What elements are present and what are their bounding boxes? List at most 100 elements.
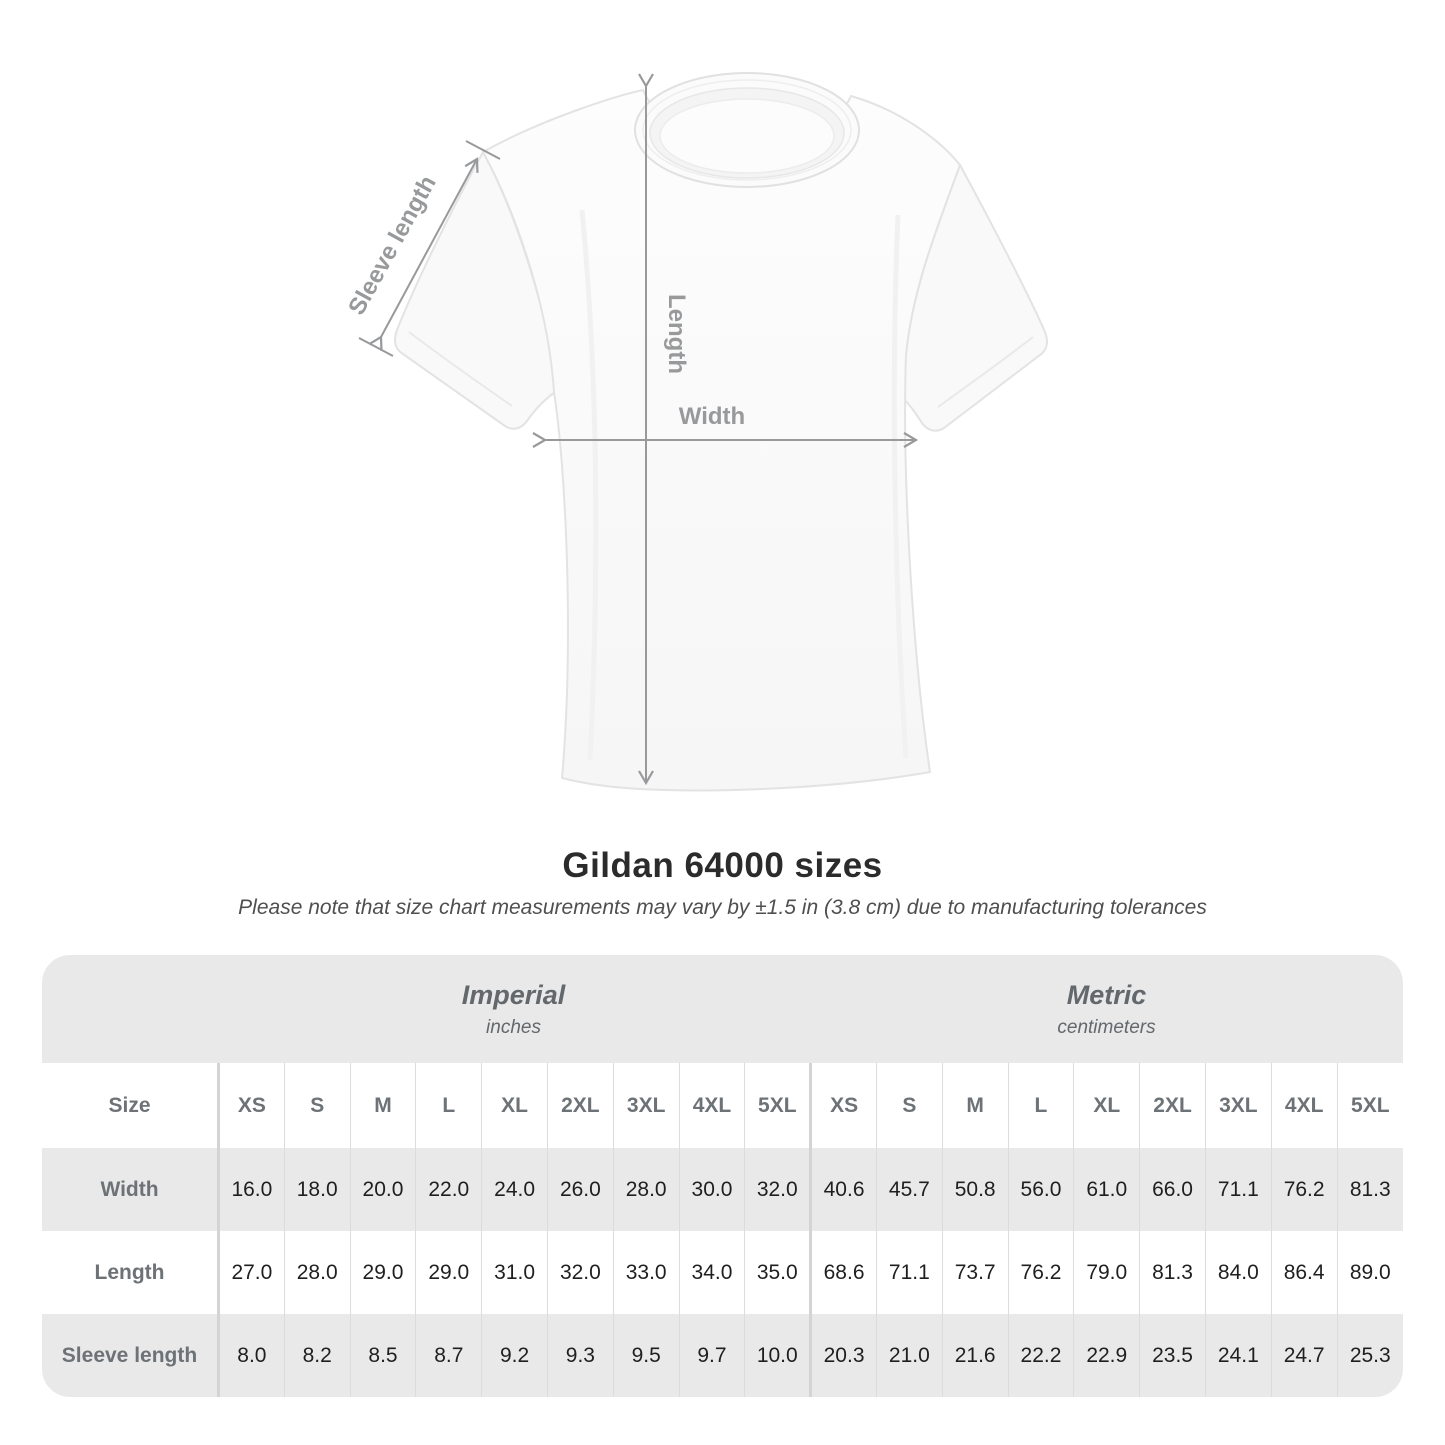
measurement-value: 26.0 [546,1148,614,1231]
body-fold-right [891,214,909,759]
measurement-value: 84.0 [1204,1231,1272,1314]
measurement-value: 40.6 [809,1148,877,1231]
measurement-value: 9.2 [481,1314,548,1397]
tshirt-measurement-diagram: Sleeve length Length Width [343,72,1049,792]
body-fold-left [579,209,599,761]
measurement-value: 56.0 [1007,1148,1074,1231]
measurement-value: 20.0 [349,1148,416,1231]
measurement-value: 71.1 [875,1231,943,1314]
measurement-value: 28.0 [612,1148,680,1231]
measurement-value: 68.6 [809,1231,877,1314]
row-label: Length [94,1260,165,1284]
tolerance-note: Please note that size chart measurements… [238,896,1207,919]
tshirt-collar [634,72,860,188]
units-band-spacer [42,955,217,1063]
measurement-value: 9.7 [678,1314,745,1397]
size-header-row: Size XS S M L XL 2XL 3XL 4XL 5XL XS S M L XL 2XL 3XL 4XL… [42,1063,1403,1148]
size-col-imperial-s: S [283,1063,351,1148]
measurement-value: 29.0 [415,1231,482,1314]
measurement-value: 24.7 [1270,1314,1338,1397]
measurement-value: 21.0 [875,1314,943,1397]
measurement-value: 32.0 [744,1148,811,1231]
size-col-imperial-4xl: 4XL [678,1063,745,1148]
measurement-row-width: Width 16.0 18.0 20.0 22.0 24.0 26.0 28.0 30.0 32.… [42,1148,1403,1231]
size-col-imperial-l: L [415,1063,482,1148]
row-label: Sleeve length [61,1343,198,1367]
measurement-value: 27.0 [217,1231,285,1314]
units-header-band: Imperial inches Metric centimeters [42,955,1403,1063]
page-title: Gildan 64000 sizes [562,846,883,885]
measurement-value: 16.0 [217,1148,285,1231]
size-col-imperial-3xl: 3XL [612,1063,680,1148]
size-col-metric-s: S [875,1063,943,1148]
measurement-value: 8.2 [283,1314,351,1397]
measurement-value: 22.9 [1073,1314,1140,1397]
measurement-value: 89.0 [1336,1231,1403,1314]
size-col-metric-2xl: 2XL [1139,1063,1206,1148]
measurement-value: 18.0 [283,1148,351,1231]
size-col-imperial-2xl: 2XL [546,1063,614,1148]
measurement-value: 35.0 [744,1231,811,1314]
size-col-metric-m: M [941,1063,1009,1148]
sleeve-length-tick-bottom [358,337,394,357]
measurement-value: 10.0 [744,1314,811,1397]
size-col-metric-4xl: 4XL [1270,1063,1338,1148]
imperial-label: Imperial [461,979,566,1010]
measurement-value: 24.1 [1204,1314,1272,1397]
metric-label: Metric [1066,979,1147,1010]
measurement-value: 34.0 [678,1231,745,1314]
sleeve-length-tick-top [465,140,501,160]
measurements-table: Size XS S M L XL 2XL 3XL 4XL 5XL XS S M L XL 2XL 3XL 4XL… [42,1063,1403,1397]
measurement-annotations [358,73,919,786]
measurement-value: 9.5 [612,1314,680,1397]
measurement-value: 81.3 [1139,1231,1206,1314]
length-label: Length [663,294,690,374]
measurement-value: 31.0 [481,1231,548,1314]
metric-unit-label: centimeters [1057,1016,1156,1038]
measurement-value: 61.0 [1073,1148,1140,1231]
measurement-value: 50.8 [941,1148,1009,1231]
measurement-value: 86.4 [1270,1231,1338,1314]
measurement-value: 30.0 [678,1148,745,1231]
metric-header-group: Metric centimeters [810,955,1403,1063]
tshirt-photo [394,72,1049,792]
row-label: Width [100,1177,159,1201]
measurement-value: 22.0 [415,1148,482,1231]
imperial-unit-label: inches [486,1016,541,1038]
right-cuff-seam [937,336,1034,408]
size-col-imperial-m: M [349,1063,416,1148]
measurement-value: 76.2 [1007,1231,1074,1314]
measurement-row-length: Length 27.0 28.0 29.0 29.0 31.0 32.0 33.0 34.0 35… [42,1231,1403,1314]
measurement-value: 9.3 [546,1314,614,1397]
measurement-value: 24.0 [481,1148,548,1231]
size-col-metric-5xl: 5XL [1336,1063,1403,1148]
size-col-metric-xl: XL [1073,1063,1140,1148]
measurement-value: 33.0 [612,1231,680,1314]
measurement-value: 45.7 [875,1148,943,1231]
measurement-value: 8.7 [415,1314,482,1397]
imperial-header-group: Imperial inches [217,955,810,1063]
size-col-metric-l: L [1007,1063,1074,1148]
size-col-metric-3xl: 3XL [1204,1063,1272,1148]
measurement-value: 28.0 [283,1231,351,1314]
measurement-value: 81.3 [1336,1148,1403,1231]
size-col-metric-xs: XS [809,1063,877,1148]
measurement-value: 71.1 [1204,1148,1272,1231]
size-header-cell: Size [108,1093,151,1117]
measurement-value: 8.0 [217,1314,285,1397]
measurement-value: 8.5 [349,1314,416,1397]
measurement-row-sleeve-length: Sleeve length 8.0 8.2 8.5 8.7 9.2 9.3 9.5 9.7 10.… [42,1314,1403,1397]
sleeve-length-arrow [368,157,479,351]
measurement-value: 21.6 [941,1314,1009,1397]
measurement-value: 76.2 [1270,1148,1338,1231]
measurement-value: 25.3 [1336,1314,1403,1397]
measurement-value: 20.3 [809,1314,877,1397]
measurement-value: 23.5 [1139,1314,1206,1397]
width-label: Width [679,403,745,430]
size-col-imperial-xs: XS [217,1063,285,1148]
size-col-imperial-xl: XL [481,1063,548,1148]
measurement-value: 79.0 [1073,1231,1140,1314]
size-col-imperial-5xl: 5XL [744,1063,811,1148]
measurement-value: 73.7 [941,1231,1009,1314]
